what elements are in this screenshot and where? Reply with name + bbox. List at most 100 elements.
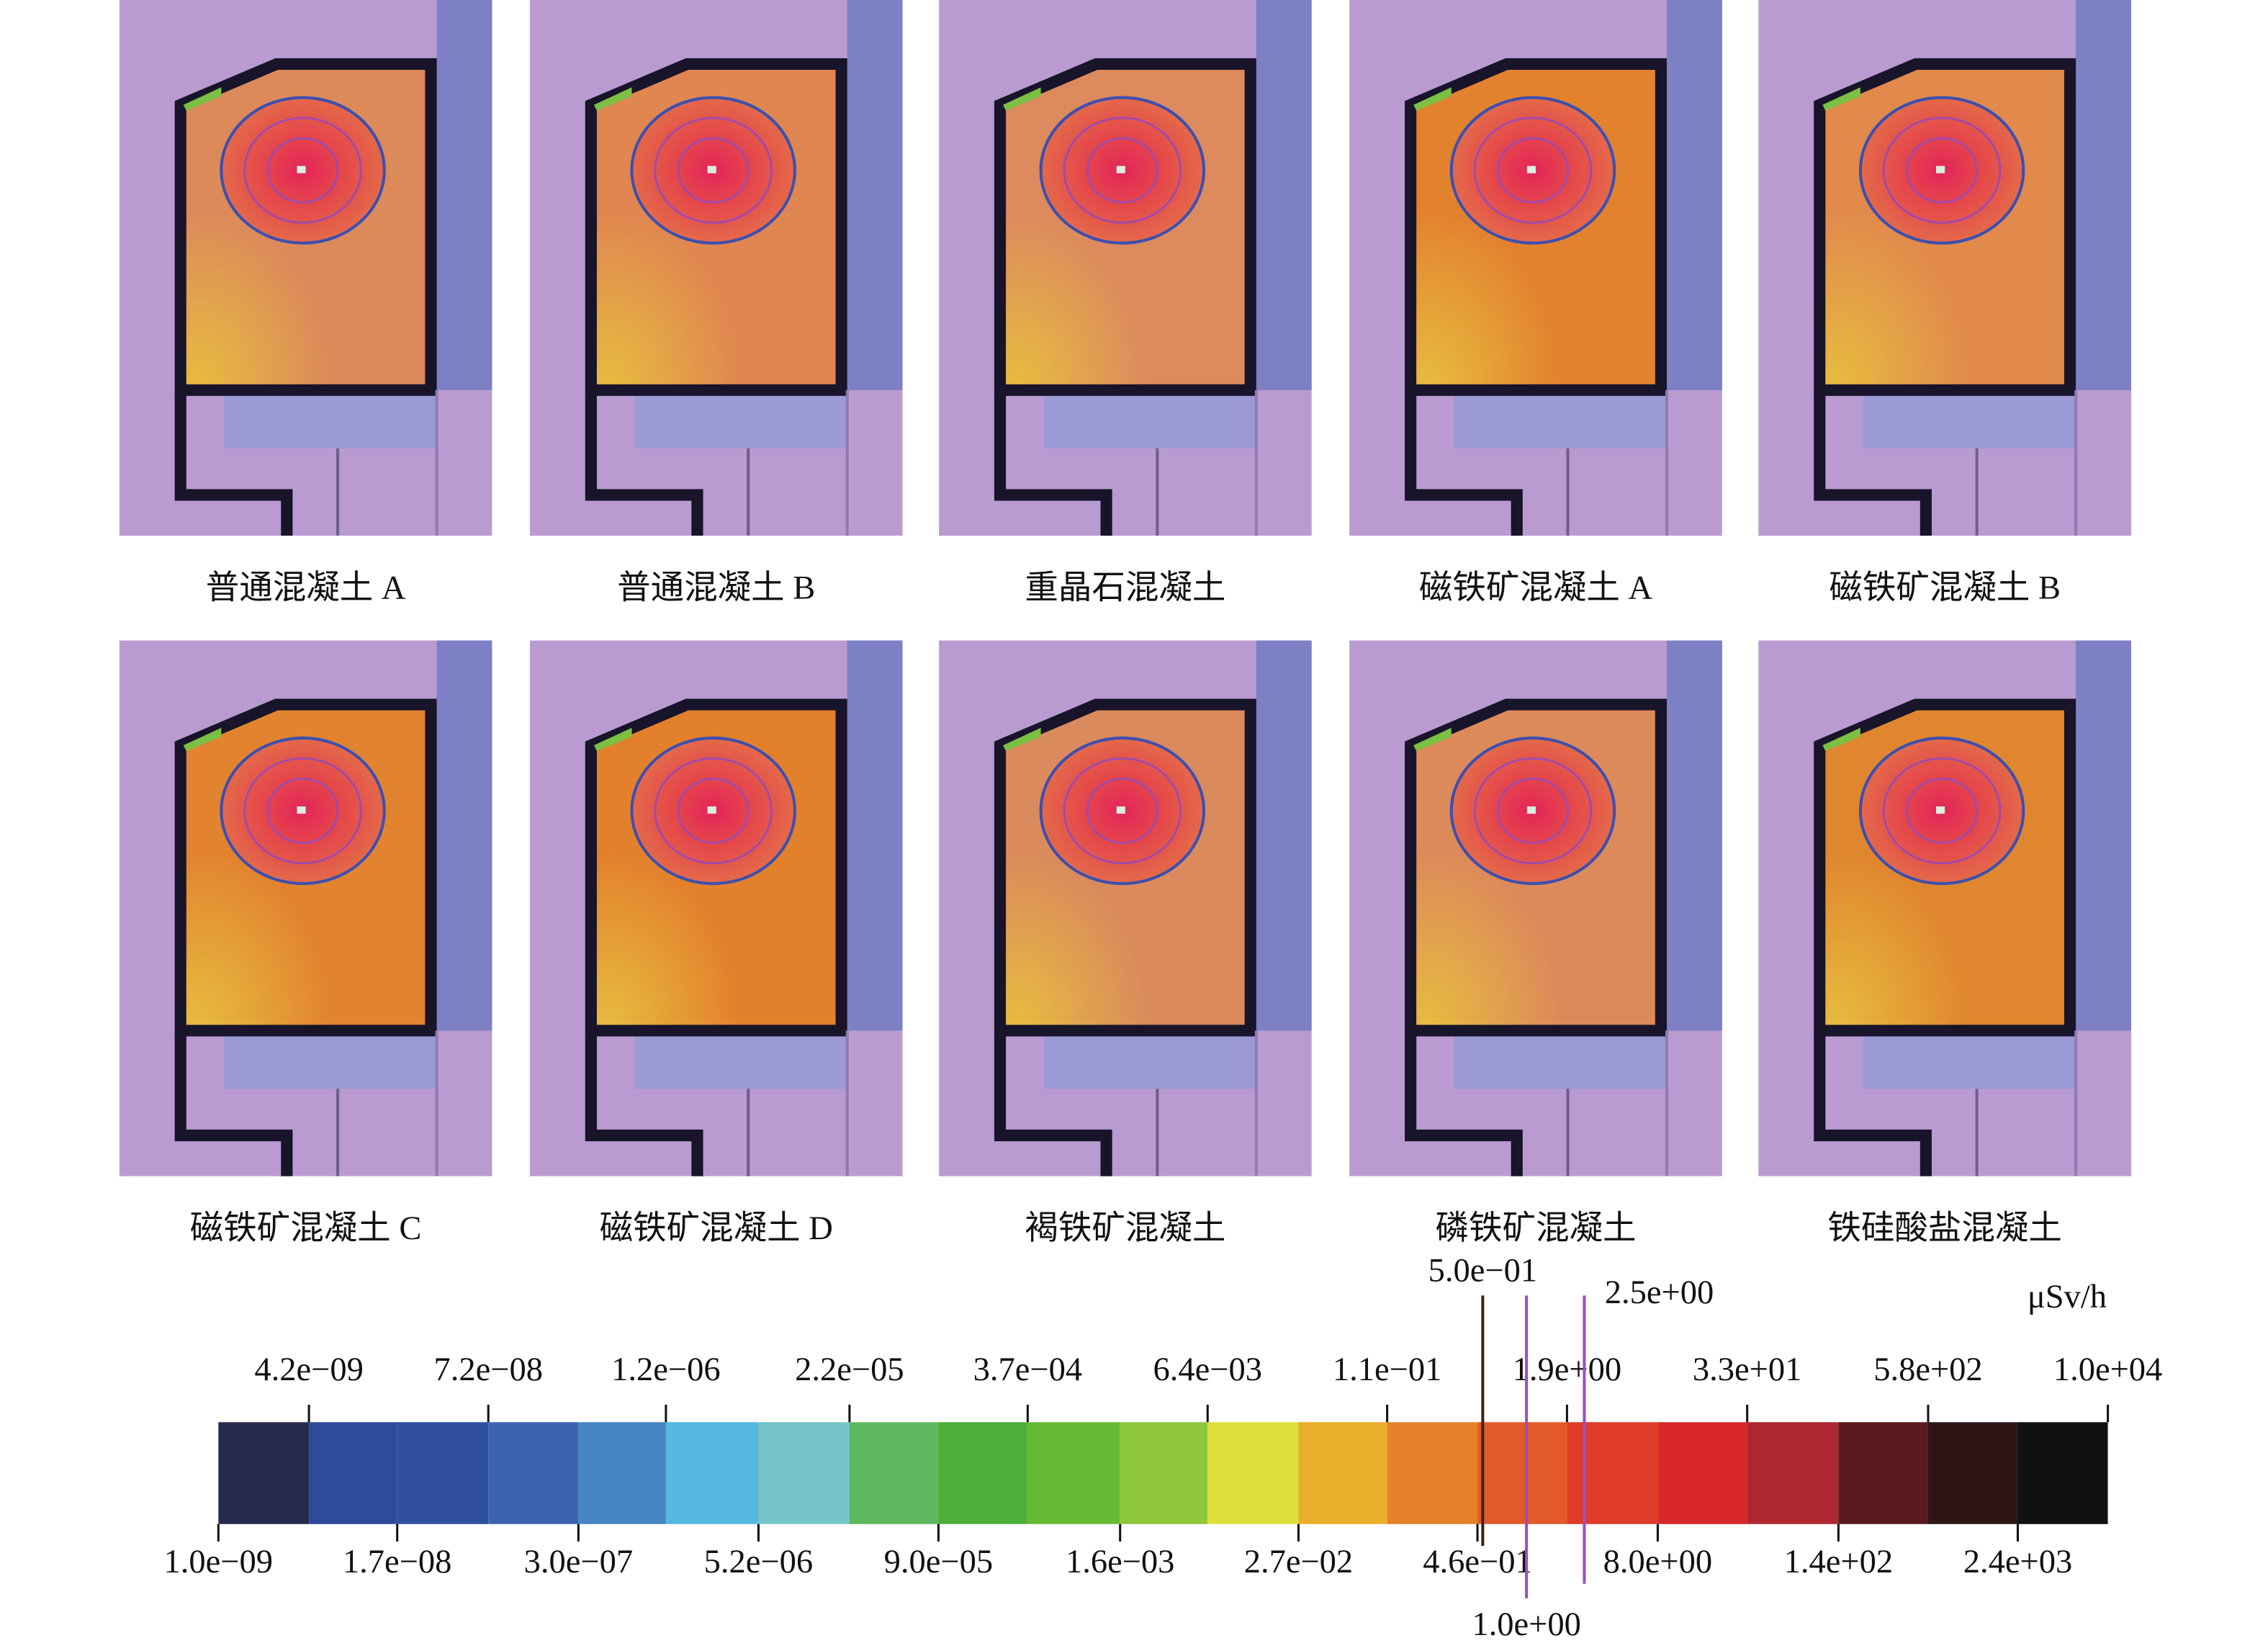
source bbox=[297, 806, 306, 814]
contour bbox=[266, 137, 339, 204]
panel-label: 铁硅酸盐混凝土 bbox=[1827, 1210, 2062, 1247]
contour bbox=[1882, 757, 2002, 865]
contour bbox=[1496, 137, 1570, 204]
source bbox=[1526, 806, 1536, 814]
panel-label: 磁铁矿混凝土 B bbox=[1829, 570, 2061, 607]
contour bbox=[1906, 778, 1979, 845]
color-segment bbox=[1657, 1422, 1747, 1524]
marker-label: 2.5e+00 bbox=[1605, 1274, 1714, 1311]
contour bbox=[677, 778, 750, 845]
panel-label: 磁铁矿混凝土 A bbox=[1419, 570, 1653, 607]
tick-label: 6.4e−03 bbox=[1153, 1351, 1262, 1388]
wall-right bbox=[847, 0, 903, 390]
color-segment bbox=[1747, 1422, 1839, 1524]
tick-label: 7.2e−08 bbox=[433, 1351, 543, 1388]
green-corner bbox=[183, 87, 222, 111]
color-segment bbox=[1567, 1422, 1658, 1524]
color-segment bbox=[1477, 1422, 1567, 1524]
tick-label: 1.1e−01 bbox=[1333, 1351, 1442, 1388]
source bbox=[1526, 166, 1536, 174]
corridor bbox=[634, 395, 847, 449]
tick-label: 9.0e−05 bbox=[884, 1544, 994, 1580]
contour bbox=[1473, 757, 1593, 865]
panel: 铁硅酸盐混凝土 bbox=[1758, 640, 2131, 1247]
source bbox=[1116, 166, 1125, 174]
panel-label: 重晶石混凝土 bbox=[1025, 570, 1225, 607]
green-corner bbox=[593, 727, 632, 752]
color-segment bbox=[1387, 1422, 1478, 1524]
source bbox=[1936, 806, 1945, 814]
green-corner bbox=[593, 87, 632, 111]
unit-label: μSv/h bbox=[2028, 1279, 2107, 1315]
marker-label: 5.0e−01 bbox=[1428, 1253, 1538, 1289]
tick-label: 4.6e−01 bbox=[1423, 1544, 1532, 1580]
tick-label: 1.2e−06 bbox=[611, 1351, 721, 1388]
tick-label: 3.7e−04 bbox=[973, 1351, 1083, 1388]
source bbox=[297, 166, 306, 174]
wall-right bbox=[1666, 640, 1722, 1031]
wall-right bbox=[1256, 0, 1312, 390]
wall-edge bbox=[1814, 1033, 1932, 1176]
corridor bbox=[1043, 1036, 1256, 1089]
corridor bbox=[1863, 395, 2076, 449]
corridor bbox=[634, 1036, 847, 1089]
contour bbox=[243, 757, 362, 865]
color-segment bbox=[2017, 1422, 2108, 1524]
panel-label: 普通混凝土 B bbox=[617, 570, 815, 607]
contour bbox=[654, 117, 773, 224]
contour bbox=[677, 137, 750, 204]
tick-label: 3.3e+01 bbox=[1693, 1351, 1802, 1388]
panel: 普通混凝土 B bbox=[529, 0, 903, 607]
wall-edge bbox=[585, 1033, 703, 1176]
wall-right bbox=[847, 640, 903, 1031]
wall-right bbox=[2076, 0, 2131, 390]
tick-label: 5.8e+02 bbox=[1873, 1351, 1983, 1388]
wall-edge bbox=[1405, 392, 1523, 536]
corridor bbox=[224, 395, 437, 449]
wall-edge bbox=[174, 392, 293, 536]
contour bbox=[1906, 137, 1979, 204]
wall-edge bbox=[174, 1033, 293, 1176]
panel: 磷铁矿混凝土 bbox=[1349, 640, 1722, 1247]
color-segment bbox=[1120, 1422, 1208, 1524]
contour bbox=[1063, 117, 1182, 224]
color-segment bbox=[218, 1422, 310, 1524]
wall-right bbox=[1256, 640, 1312, 1031]
corridor bbox=[1454, 1036, 1667, 1089]
corridor bbox=[1454, 395, 1667, 449]
panel: 磁铁矿混凝土 D bbox=[529, 640, 903, 1247]
wall-right bbox=[2076, 640, 2131, 1031]
tick-label: 1.6e−03 bbox=[1066, 1544, 1175, 1580]
panel: 褐铁矿混凝土 bbox=[939, 640, 1312, 1247]
panel-label: 磁铁矿混凝土 C bbox=[190, 1210, 422, 1247]
panel-label: 磁铁矿混凝土 D bbox=[600, 1210, 833, 1247]
green-corner bbox=[1003, 727, 1041, 752]
contour bbox=[1086, 137, 1158, 204]
wall-edge bbox=[585, 392, 703, 536]
tick-label: 5.2e−06 bbox=[704, 1544, 814, 1580]
wall-edge bbox=[1814, 392, 1932, 536]
color-segment bbox=[309, 1422, 397, 1524]
color-segment bbox=[758, 1422, 850, 1524]
panel: 普通混凝土 A bbox=[119, 0, 492, 607]
source bbox=[707, 166, 716, 174]
tick-label: 3.0e−07 bbox=[524, 1544, 634, 1580]
tick-label: 1.0e+04 bbox=[2053, 1351, 2163, 1388]
color-segment bbox=[665, 1422, 759, 1524]
tick-label: 1.4e+02 bbox=[1784, 1544, 1894, 1580]
color-segment bbox=[488, 1422, 579, 1524]
tick-label: 8.0e+00 bbox=[1603, 1544, 1713, 1580]
green-corner bbox=[1413, 727, 1452, 752]
color-segment bbox=[1298, 1422, 1387, 1524]
source bbox=[1936, 166, 1945, 174]
panel: 重晶石混凝土 bbox=[939, 0, 1312, 607]
tick-label: 1.7e−08 bbox=[343, 1544, 452, 1580]
green-corner bbox=[183, 727, 222, 752]
corridor bbox=[224, 1036, 437, 1089]
contour bbox=[1473, 117, 1593, 224]
color-segment bbox=[1027, 1422, 1120, 1524]
wall-edge bbox=[994, 392, 1112, 536]
color-segment bbox=[849, 1422, 939, 1524]
contour bbox=[1882, 117, 2002, 224]
green-corner bbox=[1003, 87, 1041, 111]
